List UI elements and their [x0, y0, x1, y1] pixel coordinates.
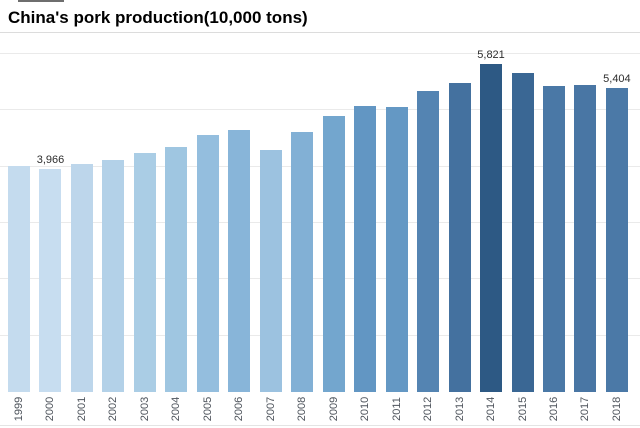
- bar-2006[interactable]: [228, 130, 251, 392]
- x-tick-2004: 2004: [165, 394, 187, 424]
- bar-slot-2011: [385, 33, 408, 392]
- bar-2001[interactable]: [70, 163, 93, 392]
- bar-slot-2005: [196, 33, 219, 392]
- bar-slot-2012: [417, 33, 440, 392]
- bar-2013[interactable]: [448, 82, 471, 392]
- bar-slot-2014: 5,821: [477, 33, 505, 392]
- x-tick-2005: 2005: [197, 394, 219, 424]
- x-tick-label: 2018: [610, 396, 623, 422]
- x-tick-2008: 2008: [291, 394, 313, 424]
- bar-slot-2013: [448, 33, 471, 392]
- plot-area: 3,966 5,821 5,404: [0, 33, 640, 392]
- bar-2012[interactable]: [417, 90, 440, 392]
- x-tick-label: 2006: [233, 396, 246, 422]
- bar-2009[interactable]: [322, 116, 345, 392]
- bar-slot-2018: 5,404: [603, 33, 631, 392]
- bar-1999[interactable]: [8, 166, 30, 392]
- x-tick-2013: 2013: [449, 394, 471, 424]
- gridline: [0, 334, 640, 336]
- x-tick-2017: 2017: [574, 394, 596, 424]
- x-tick-2001: 2001: [71, 394, 93, 424]
- bars-layer: 3,966 5,821 5,404: [8, 33, 631, 392]
- bar-2008[interactable]: [291, 131, 314, 392]
- x-tick-label: 2012: [422, 396, 435, 422]
- bar-2007[interactable]: [259, 150, 282, 392]
- x-tick-2007: 2007: [260, 394, 282, 424]
- bar-slot-2002: [102, 33, 125, 392]
- x-tick-2012: 2012: [417, 394, 439, 424]
- x-tick-label: 2005: [201, 396, 214, 422]
- x-tick-label: 2015: [516, 396, 529, 422]
- bar-2010[interactable]: [354, 106, 377, 392]
- x-tick-2003: 2003: [134, 394, 156, 424]
- bar-slot-2007: [259, 33, 282, 392]
- x-tick-label: 2017: [579, 396, 592, 422]
- bar-value-label: 3,966: [36, 153, 65, 166]
- x-tick-2018: 2018: [606, 394, 628, 424]
- pane-top-border: [0, 32, 640, 33]
- x-tick-2002: 2002: [102, 394, 124, 424]
- bar-2000[interactable]: [39, 168, 62, 392]
- bar-2018[interactable]: [605, 87, 628, 392]
- x-tick-label: 2000: [44, 396, 57, 422]
- bar-2002[interactable]: [102, 159, 125, 392]
- bar-slot-2004: [165, 33, 188, 392]
- bar-2003[interactable]: [133, 153, 156, 392]
- bar-slot-2006: [228, 33, 251, 392]
- x-tick-label: 2003: [138, 396, 151, 422]
- bar-slot-2001: [70, 33, 93, 392]
- x-tick-2000: 2000: [39, 394, 61, 424]
- bar-slot-2016: [542, 33, 565, 392]
- x-tick-2015: 2015: [512, 394, 534, 424]
- gridline: [0, 52, 640, 54]
- bar-slot-2017: [574, 33, 597, 392]
- x-tick-2014: 2014: [480, 394, 502, 424]
- x-tick-label: 1999: [13, 396, 25, 422]
- x-tick-label: 2008: [296, 396, 309, 422]
- x-tick-label: 2007: [264, 396, 277, 422]
- gridline: [0, 165, 640, 167]
- x-tick-label: 2010: [359, 396, 372, 422]
- gridline: [0, 278, 640, 280]
- x-tick-label: 2001: [75, 396, 88, 422]
- bar-value-label: 5,821: [477, 49, 505, 62]
- x-tick-label: 2004: [170, 396, 183, 422]
- bar-slot-2009: [322, 33, 345, 392]
- bar-2011[interactable]: [385, 107, 408, 392]
- top-edge-artifact: [18, 0, 64, 2]
- axis-bottom-border: [0, 425, 640, 426]
- x-tick-label: 2014: [485, 396, 498, 422]
- bar-slot-2003: [133, 33, 156, 392]
- x-tick-label: 2013: [453, 396, 466, 422]
- bar-2016[interactable]: [542, 86, 565, 392]
- x-tick-2016: 2016: [543, 394, 565, 424]
- bar-slot-2010: [354, 33, 377, 392]
- x-tick-2010: 2010: [354, 394, 376, 424]
- gridline: [0, 221, 640, 223]
- bar-slot-1999: [8, 33, 30, 392]
- bar-value-label: 5,404: [603, 72, 631, 85]
- bar-slot-2000: 3,966: [37, 33, 64, 392]
- x-tick-2006: 2006: [228, 394, 250, 424]
- x-tick-1999: 1999: [8, 394, 30, 424]
- x-tick-2009: 2009: [323, 394, 345, 424]
- bar-2005[interactable]: [196, 135, 219, 392]
- x-tick-label: 2011: [390, 397, 403, 421]
- bar-2004[interactable]: [165, 147, 188, 392]
- x-tick-label: 2002: [107, 396, 120, 422]
- bar-slot-2008: [291, 33, 314, 392]
- gridline: [0, 109, 640, 111]
- x-axis: 1999 2000 2001 2002 2003 2004 2005 2006 2007 2008…: [8, 394, 628, 424]
- x-tick-label: 2016: [547, 396, 560, 422]
- x-tick-label: 2009: [327, 396, 340, 422]
- bar-2017[interactable]: [574, 84, 597, 392]
- bar-2014[interactable]: [480, 64, 503, 392]
- bar-2015[interactable]: [511, 72, 534, 392]
- x-tick-2011: 2011: [386, 394, 408, 424]
- bar-slot-2015: [511, 33, 534, 392]
- chart-title: China's pork production(10,000 tons): [8, 8, 308, 27]
